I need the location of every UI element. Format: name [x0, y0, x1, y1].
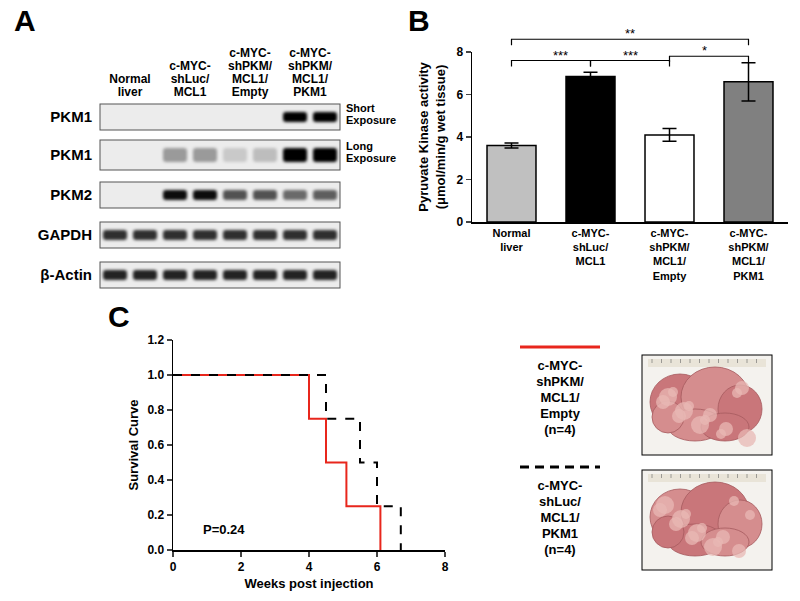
svg-text:Normalliver: Normalliver — [109, 72, 150, 99]
svg-text:c-MYC-shPKM/MCL1/PKM1: c-MYC-shPKM/MCL1/PKM1 — [728, 227, 768, 282]
svg-text:4: 4 — [456, 130, 463, 144]
svg-text:4: 4 — [306, 560, 313, 574]
svg-text:6: 6 — [456, 88, 463, 102]
html-text:c-MYC-: c-MYC- — [537, 478, 583, 493]
svg-text:**: ** — [625, 26, 635, 41]
html-text:(n=4): (n=4) — [544, 422, 576, 437]
html-text:MCL1/: MCL1/ — [540, 390, 580, 405]
html-text:(n=4): (n=4) — [544, 542, 576, 557]
svg-text:2: 2 — [238, 560, 245, 574]
svg-text:***: *** — [623, 48, 638, 63]
html-text:C: C — [108, 300, 130, 333]
svg-text:ShortExposure: ShortExposure — [346, 102, 396, 126]
svg-text:GAPDH: GAPDH — [38, 226, 92, 243]
svg-text:Survival Curve: Survival Curve — [126, 399, 141, 490]
svg-text:0.8: 0.8 — [147, 403, 164, 417]
svg-text:c-MYC-shLuc/MCL1: c-MYC-shLuc/MCL1 — [169, 59, 210, 99]
svg-text:0: 0 — [170, 560, 177, 574]
svg-text:0.2: 0.2 — [147, 508, 164, 522]
html-text:A: A — [14, 4, 36, 37]
html-text:Empty: Empty — [540, 406, 580, 421]
html-text:shPKM/: shPKM/ — [536, 374, 584, 389]
html-text:c-MYC-: c-MYC- — [537, 358, 583, 373]
svg-text:1.0: 1.0 — [147, 368, 164, 382]
svg-text:c-MYC-shPKM/MCL1/PKM1: c-MYC-shPKM/MCL1/PKM1 — [288, 46, 333, 99]
svg-text:P=0.24: P=0.24 — [203, 522, 245, 537]
svg-text:8: 8 — [442, 560, 449, 574]
svg-text:0.0: 0.0 — [147, 543, 164, 557]
svg-text:8: 8 — [456, 45, 463, 59]
svg-text:c-MYC-shPKM/MCL1/Empty: c-MYC-shPKM/MCL1/Empty — [228, 46, 273, 99]
svg-text:Weeks post injection: Weeks post injection — [244, 576, 373, 591]
svg-text:LongExposure: LongExposure — [346, 140, 396, 164]
svg-text:2: 2 — [456, 173, 463, 187]
svg-text:β-Actin: β-Actin — [40, 266, 92, 283]
svg-text:0.6: 0.6 — [147, 438, 164, 452]
svg-text:0.4: 0.4 — [147, 473, 164, 487]
html-text:PKM1: PKM1 — [541, 526, 579, 541]
svg-text:PKM1: PKM1 — [50, 108, 92, 125]
html-text:shLuc/: shLuc/ — [539, 494, 581, 509]
svg-text:0: 0 — [456, 215, 463, 229]
svg-text:Pyruvate Kinase activity(μmol/: Pyruvate Kinase activity(μmol/min/g wet … — [416, 61, 448, 211]
svg-text:1.2: 1.2 — [147, 333, 164, 347]
svg-text:c-MYC-shLuc/MCL1: c-MYC-shLuc/MCL1 — [572, 227, 610, 268]
svg-text:***: *** — [553, 48, 568, 63]
html-text:MCL1/: MCL1/ — [540, 510, 580, 525]
svg-text:*: * — [702, 43, 707, 58]
svg-text:Normalliver: Normalliver — [493, 227, 531, 253]
svg-text:PKM2: PKM2 — [50, 186, 92, 203]
svg-text:PKM1: PKM1 — [50, 146, 92, 163]
svg-text:6: 6 — [374, 560, 381, 574]
html-text:B: B — [408, 4, 430, 37]
svg-text:c-MYC-shPKM/MCL1/Empty: c-MYC-shPKM/MCL1/Empty — [649, 227, 689, 282]
